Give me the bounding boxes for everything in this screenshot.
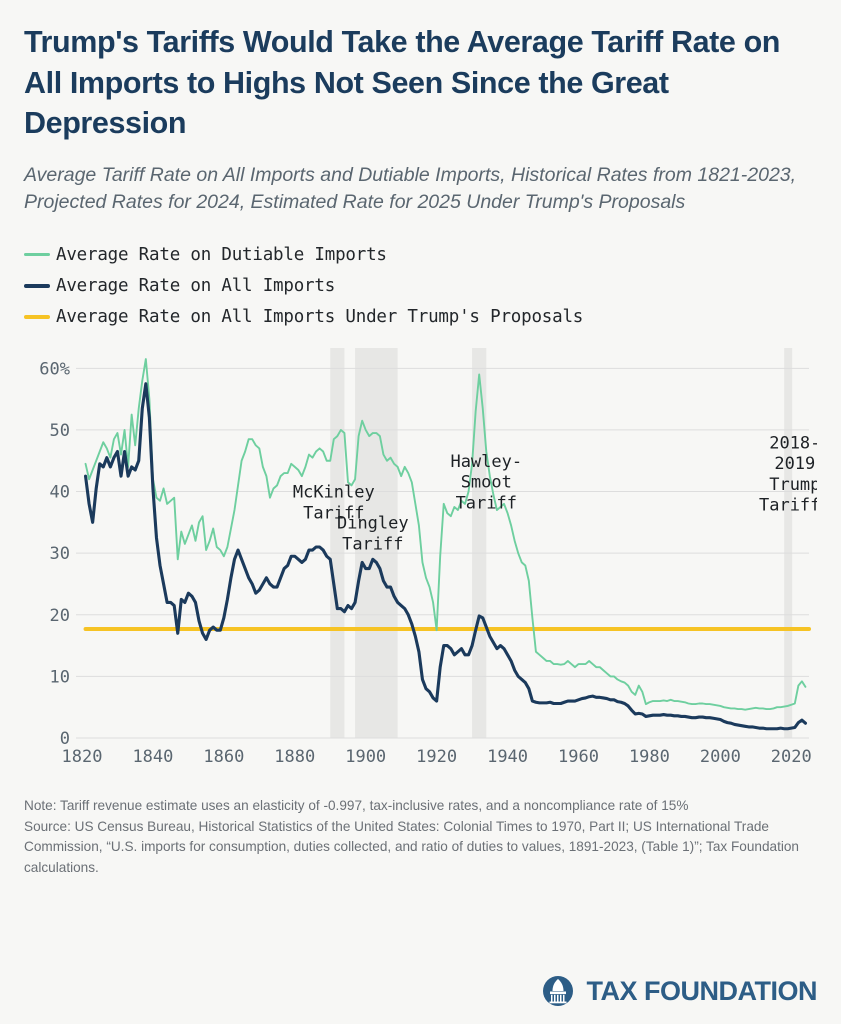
chart-plot-area: 0 10 20 30 40 50 60% 1820 1840 1860 1880 1900 1920 1… [24, 342, 817, 782]
highlight-bands [330, 348, 793, 739]
x-tick-1940: 1940 [487, 747, 528, 767]
legend-label-all-imports: Average Rate on All Imports [56, 275, 336, 296]
x-tick-2020: 2020 [771, 747, 812, 767]
x-tick-1840: 1840 [132, 747, 173, 767]
x-tick-1860: 1860 [203, 747, 244, 767]
x-tick-1820: 1820 [62, 747, 103, 767]
y-tick-40: 40 [50, 483, 70, 503]
chart-subtitle: Average Tariff Rate on All Imports and D… [24, 163, 797, 214]
y-tick-30: 30 [50, 544, 70, 564]
x-tick-1960: 1960 [558, 747, 599, 767]
page-title: Trump's Tariffs Would Take the Average T… [24, 25, 781, 141]
annotation-mckinley: McKinley Tariff [293, 483, 375, 524]
legend-swatch-dutiable [24, 253, 50, 257]
legend-label-dutiable: Average Rate on Dutiable Imports [56, 244, 387, 265]
gridlines [76, 367, 809, 739]
y-tick-60: 60% [39, 359, 70, 379]
legend-item-all-imports[interactable]: Average Rate on All Imports [24, 270, 817, 301]
legend-label-trump: Average Rate on All Imports Under Trump'… [56, 306, 584, 327]
x-tick-2000: 2000 [700, 747, 741, 767]
dingley-band [355, 348, 398, 739]
annotation-trump-2018: 2018-2019TrumpTariffs [759, 433, 817, 515]
footnote-source: Source: US Census Bureau, Historical Sta… [24, 818, 799, 876]
footnote-note: Note: Tariff revenue estimate uses an el… [24, 798, 689, 814]
data-series [83, 358, 811, 731]
capitol-dome-icon [542, 976, 573, 1006]
x-tick-1880: 1880 [274, 747, 315, 767]
legend-swatch-all-imports [24, 283, 50, 288]
x-tick-1920: 1920 [416, 747, 457, 767]
y-tick-20: 20 [50, 606, 70, 626]
series-line-dutiable [84, 358, 807, 711]
legend-item-trump[interactable]: Average Rate on All Imports Under Trump'… [24, 301, 817, 332]
y-axis-labels: 0 10 20 30 40 50 60% [39, 359, 70, 749]
annotation-hawley-smoot: Hawley-Smoot Tariff [450, 452, 522, 513]
annotation-dingley: Dingley Tariff [337, 514, 409, 555]
hawley-smoot-band [472, 348, 487, 739]
brand-name: TAX FOUNDATION [586, 975, 818, 1006]
y-tick-10: 10 [50, 667, 70, 687]
legend-swatch-trump [24, 314, 50, 319]
y-tick-0: 0 [60, 729, 70, 749]
chart-legend: Average Rate on Dutiable Imports Average… [24, 239, 817, 332]
x-tick-1900: 1900 [345, 747, 386, 767]
x-tick-1980: 1980 [629, 747, 670, 767]
footnotes: Note: Tariff revenue estimate uses an el… [24, 796, 817, 879]
brand-logo: TAX FOUNDATION [539, 972, 818, 1010]
series-line-all-imports [84, 382, 807, 731]
trump-band [784, 348, 793, 739]
y-tick-50: 50 [50, 421, 70, 441]
legend-item-dutiable[interactable]: Average Rate on Dutiable Imports [24, 239, 817, 270]
mckinley-band [330, 348, 345, 739]
x-axis-labels: 1820 1840 1860 1880 1900 1920 1940 1960 1980 2000… [62, 747, 812, 767]
